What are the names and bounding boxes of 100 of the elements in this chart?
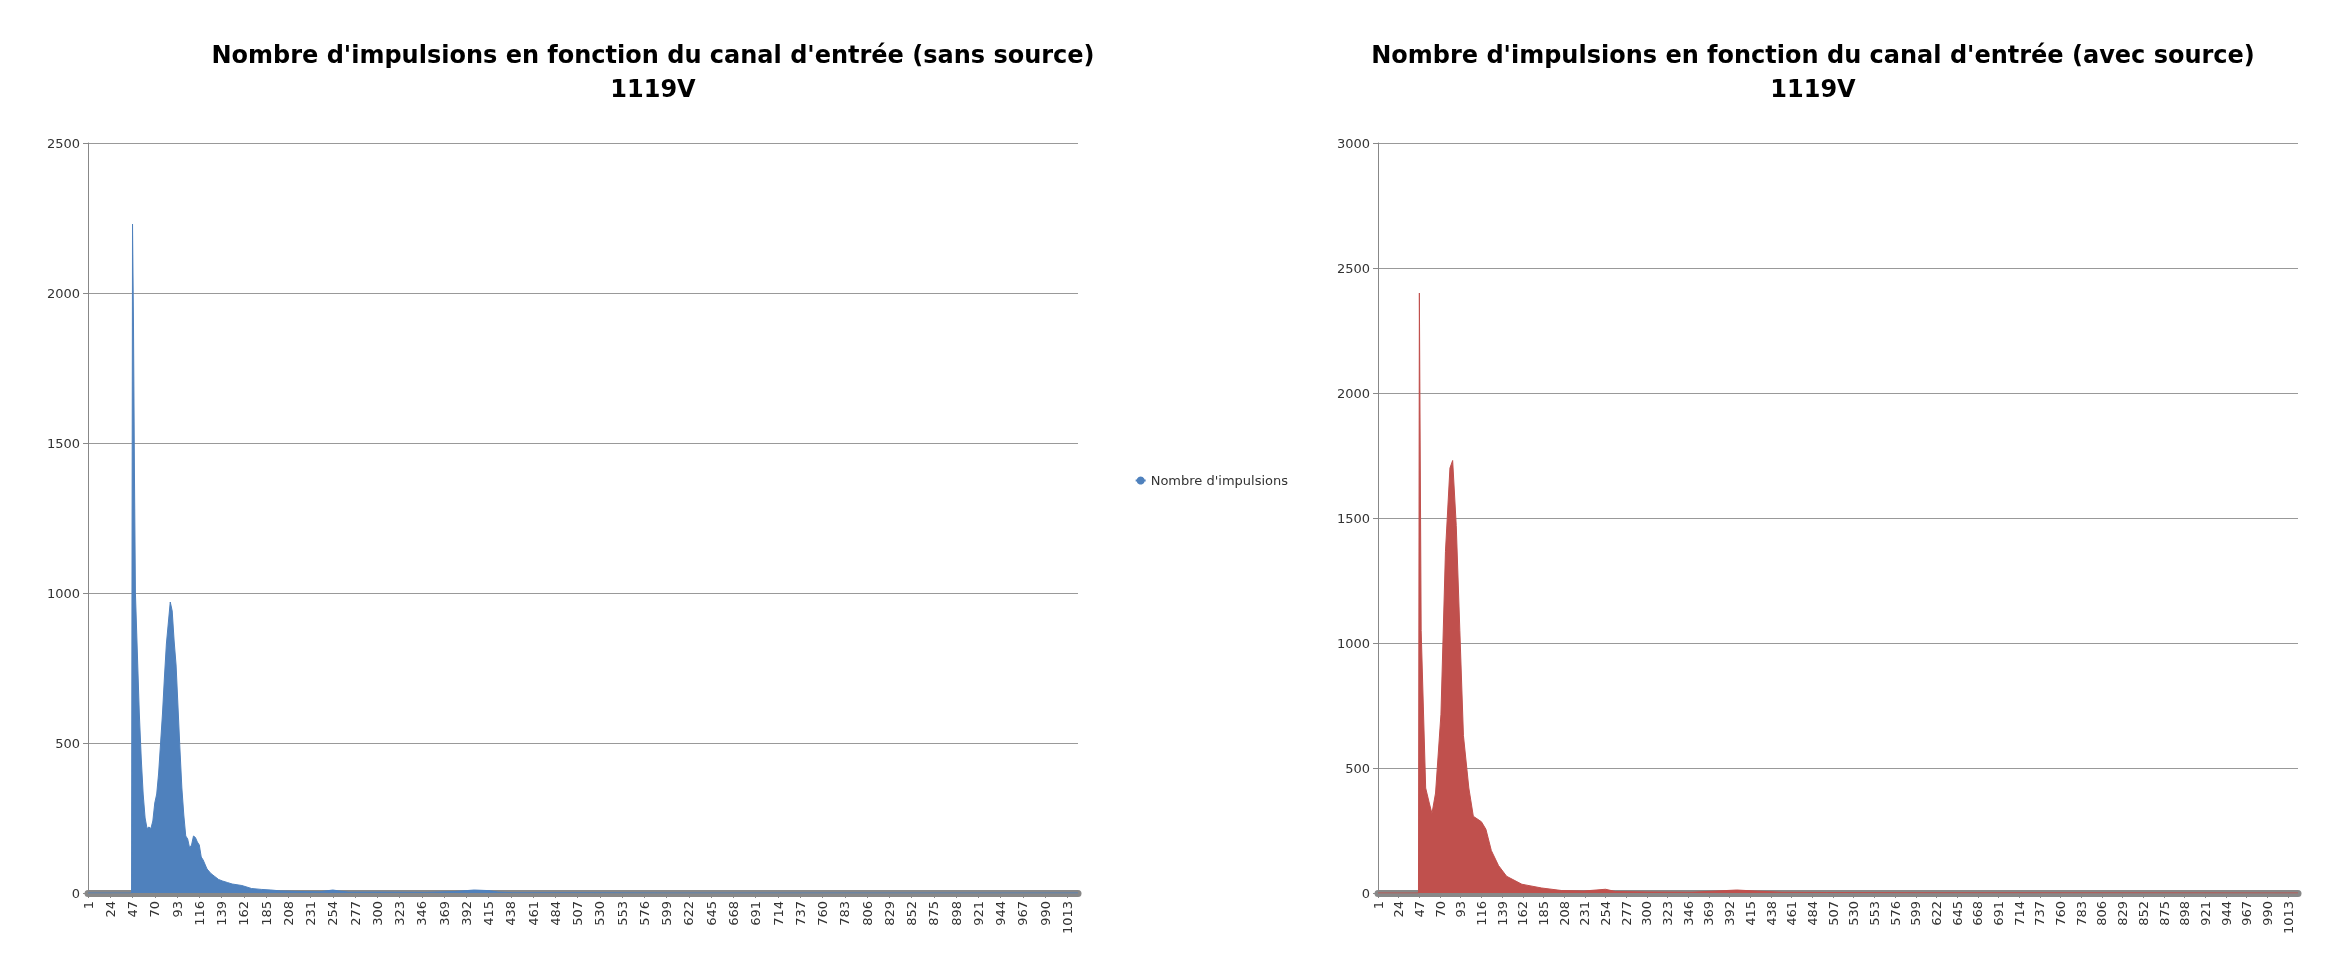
x-tick-label: 93 xyxy=(1453,901,1469,918)
x-tick-label: 898 xyxy=(948,901,964,926)
x-tick-label: 760 xyxy=(2053,901,2069,926)
x-tick-label: 162 xyxy=(1515,901,1531,926)
chart-title: Nombre d'impulsions en fonction du canal d'entrée (avec source) 1119V xyxy=(1371,41,2255,103)
x-tick-label: 576 xyxy=(1887,901,1903,926)
x-tick-label: 47 xyxy=(125,901,141,918)
x-tick-label: 185 xyxy=(1535,901,1551,926)
x-tick-label: 990 xyxy=(2259,901,2275,926)
x-tick-label: 139 xyxy=(1494,901,1510,926)
x-tick-label: 645 xyxy=(1949,901,1965,926)
x-tick-label: 622 xyxy=(681,901,697,926)
x-tick-label: 668 xyxy=(1970,901,1986,926)
x-tick-label: 346 xyxy=(1680,901,1696,926)
x-tick-label: 415 xyxy=(1742,901,1758,926)
x-tick-label: 783 xyxy=(837,901,853,926)
x-tick-label: 461 xyxy=(1784,901,1800,926)
x-tick-label: 1013 xyxy=(1059,901,1075,935)
x-tick-label: 737 xyxy=(792,901,808,926)
x-tick-label: 783 xyxy=(2073,901,2089,926)
x-tick-label: 530 xyxy=(1846,901,1862,926)
x-tick-label: 921 xyxy=(2197,901,2213,926)
x-tick-label: 668 xyxy=(725,901,741,926)
x-tick-label: 691 xyxy=(1991,901,2007,926)
y-tick-label: 1500 xyxy=(46,435,80,451)
x-tick-label: 714 xyxy=(770,901,786,926)
x-tick-label: 714 xyxy=(2011,901,2027,926)
x-tick-label: 231 xyxy=(1577,901,1593,926)
x-tick-label: 323 xyxy=(392,901,408,926)
x-tick-label: 139 xyxy=(214,901,230,926)
x-tick-label: 254 xyxy=(325,901,341,926)
x-tick-label: 70 xyxy=(147,901,163,918)
x-tick-label: 47 xyxy=(1411,901,1427,918)
y-tick-label: 1000 xyxy=(1336,635,1370,651)
x-tick-label: 921 xyxy=(970,901,986,926)
x-tick-label: 116 xyxy=(1473,901,1489,926)
y-tick-label: 1000 xyxy=(46,585,80,601)
x-tick-label: 691 xyxy=(748,901,764,926)
x-tick-label: 438 xyxy=(503,901,519,926)
x-tick-label: 760 xyxy=(815,901,831,926)
x-tick-label: 277 xyxy=(1618,901,1634,926)
x-tick-label: 645 xyxy=(703,901,719,926)
y-tick-label: 3000 xyxy=(1336,135,1370,151)
x-tick-label: 369 xyxy=(1701,901,1717,926)
x-tick-label: 24 xyxy=(1391,901,1407,918)
x-tick-label: 806 xyxy=(859,901,875,926)
x-tick-label: 208 xyxy=(1556,901,1572,926)
x-tick-label: 323 xyxy=(1660,901,1676,926)
y-tick-label: 1500 xyxy=(1336,510,1370,526)
x-tick-label: 599 xyxy=(1908,901,1924,926)
x-tick-label: 944 xyxy=(2218,901,2234,926)
x-tick-label: 875 xyxy=(926,901,942,926)
x-tick-label: 829 xyxy=(2115,901,2131,926)
y-tick-label: 0 xyxy=(1361,885,1370,901)
x-tick-label: 185 xyxy=(258,901,274,926)
y-tick-label: 2500 xyxy=(46,135,80,151)
x-tick-label: 553 xyxy=(614,901,630,926)
x-tick-label: 277 xyxy=(347,901,363,926)
x-tick-label: 300 xyxy=(369,901,385,926)
x-tick-label: 1013 xyxy=(2280,901,2296,935)
x-tick-label: 622 xyxy=(1928,901,1944,926)
x-tick-label: 461 xyxy=(525,901,541,926)
chart-title: Nombre d'impulsions en fonction du canal d'entrée (sans source) 1119V xyxy=(211,41,1095,103)
x-tick-label: 208 xyxy=(280,901,296,926)
x-tick-label: 829 xyxy=(881,901,897,926)
x-tick-label: 116 xyxy=(191,901,207,926)
x-tick-label: 300 xyxy=(1639,901,1655,926)
y-tick-label: 0 xyxy=(71,885,80,901)
y-tick-label: 2000 xyxy=(46,285,80,301)
x-tick-label: 369 xyxy=(436,901,452,926)
x-tick-label: 967 xyxy=(1015,901,1031,926)
x-tick-label: 852 xyxy=(2135,901,2151,926)
x-tick-label: 967 xyxy=(2239,901,2255,926)
x-tick-label: 898 xyxy=(2177,901,2193,926)
x-tick-label: 346 xyxy=(414,901,430,926)
x-tick-label: 392 xyxy=(1722,901,1738,926)
legend-label: Nombre d'impulsions xyxy=(1150,473,1289,488)
x-tick-label: 852 xyxy=(904,901,920,926)
x-tick-label: 254 xyxy=(1598,901,1614,926)
x-tick-label: 231 xyxy=(303,901,319,926)
x-tick-label: 415 xyxy=(481,901,497,926)
x-tick-label: 530 xyxy=(592,901,608,926)
x-tick-label: 553 xyxy=(1866,901,1882,926)
x-tick-label: 507 xyxy=(570,901,586,926)
x-tick-label: 162 xyxy=(236,901,252,926)
x-tick-label: 93 xyxy=(169,901,185,918)
x-tick-label: 875 xyxy=(2156,901,2172,926)
x-tick-label: 438 xyxy=(1763,901,1779,926)
x-tick-label: 24 xyxy=(102,901,118,918)
y-tick-label: 500 xyxy=(1345,760,1370,776)
x-tick-label: 70 xyxy=(1432,901,1448,918)
x-tick-label: 737 xyxy=(2032,901,2048,926)
y-tick-label: 2000 xyxy=(1336,385,1370,401)
x-tick-label: 392 xyxy=(458,901,474,926)
x-tick-label: 944 xyxy=(993,901,1009,926)
x-tick-label: 599 xyxy=(659,901,675,926)
x-tick-label: 507 xyxy=(1825,901,1841,926)
x-tick-label: 806 xyxy=(2094,901,2110,926)
x-tick-label: 484 xyxy=(547,901,563,926)
y-tick-label: 500 xyxy=(55,735,80,751)
